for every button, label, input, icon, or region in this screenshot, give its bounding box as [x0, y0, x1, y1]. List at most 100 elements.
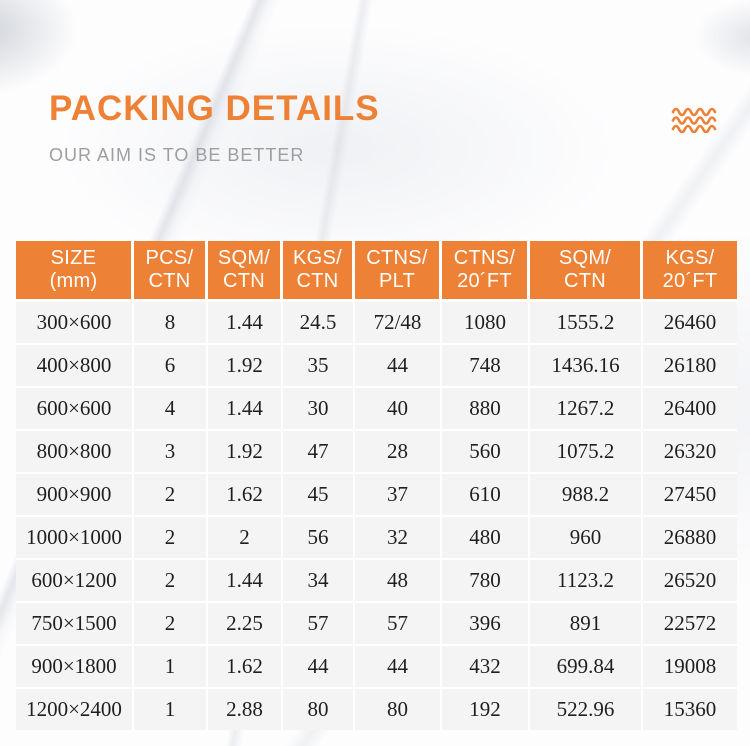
column-header-sqm-ctn: SQM/ CTN: [208, 241, 283, 302]
table-cell: 47: [283, 431, 355, 474]
waves-icon: [671, 107, 717, 135]
table-cell: 2.25: [208, 603, 283, 646]
table-cell: 1.44: [208, 560, 283, 603]
column-header-line: PLT: [378, 270, 416, 292]
table-row: 600×600 4 1.44 30 40 880 1267.2 26400: [16, 388, 737, 431]
table-cell: 900×900: [16, 474, 134, 517]
column-header-line: KGS/: [293, 247, 342, 269]
table-cell: 57: [283, 603, 355, 646]
table-cell: 2: [134, 560, 208, 603]
table-cell: 400×800: [16, 345, 134, 388]
table-cell: 26880: [643, 517, 737, 560]
table-cell: 880: [442, 388, 530, 431]
table-cell: 1.44: [208, 302, 283, 345]
column-header-ctns-plt: CTNS/ PLT: [355, 241, 442, 302]
table-row: 900×900 2 1.62 45 37 610 988.2 27450: [16, 474, 737, 517]
column-header-line: SIZE: [50, 247, 97, 269]
column-header-line: SQM/: [217, 247, 271, 269]
table-cell: 988.2: [530, 474, 643, 517]
column-header-line: PCS/: [145, 247, 194, 269]
table-cell: 15360: [643, 689, 737, 730]
table-cell: 45: [283, 474, 355, 517]
table-cell: 780: [442, 560, 530, 603]
table-cell: 28: [355, 431, 442, 474]
table-cell: 600×1200: [16, 560, 134, 603]
page-subtitle: OUR AIM IS TO BE BETTER: [49, 144, 305, 165]
table-cell: 699.84: [530, 646, 643, 689]
table-cell: 32: [355, 517, 442, 560]
table-cell: 4: [134, 388, 208, 431]
table-cell: 48: [355, 560, 442, 603]
table-row: 1000×1000 2 2 56 32 480 960 26880: [16, 517, 737, 560]
table-cell: 800×800: [16, 431, 134, 474]
table-row: 800×800 3 1.92 47 28 560 1075.2 26320: [16, 431, 737, 474]
table-row: 750×1500 2 2.25 57 57 396 891 22572: [16, 603, 737, 646]
table-cell: 56: [283, 517, 355, 560]
page-title: PACKING DETAILS: [49, 89, 380, 128]
table-cell: 1: [134, 689, 208, 730]
table-cell: 560: [442, 431, 530, 474]
table-cell: 2: [134, 474, 208, 517]
table-cell: 1.62: [208, 474, 283, 517]
table-cell: 1080: [442, 302, 530, 345]
table-row: 1200×2400 1 2.88 80 80 192 522.96 15360: [16, 689, 737, 730]
table-cell: 26320: [643, 431, 737, 474]
table-cell: 192: [442, 689, 530, 730]
table-cell: 2: [134, 517, 208, 560]
table-cell: 748: [442, 345, 530, 388]
column-header-line: CTN: [222, 270, 265, 292]
table-cell: 34: [283, 560, 355, 603]
table-cell: 1267.2: [530, 388, 643, 431]
table-cell: 1.44: [208, 388, 283, 431]
column-header-line: CTNS/: [366, 247, 428, 269]
column-header-line: SQM/: [558, 247, 612, 269]
table-cell: 900×1800: [16, 646, 134, 689]
table-row: 600×1200 2 1.44 34 48 780 1123.2 26520: [16, 560, 737, 603]
table-cell: 1.92: [208, 345, 283, 388]
column-header-line: KGS/: [665, 247, 715, 269]
column-header-size-mm: SIZE (mm): [16, 241, 134, 302]
table-cell: 3: [134, 431, 208, 474]
table-cell: 1200×2400: [16, 689, 134, 730]
table-cell: 2: [134, 603, 208, 646]
table-cell: 960: [530, 517, 643, 560]
table-cell: 22572: [643, 603, 737, 646]
column-header-line: CTN: [148, 270, 191, 292]
table-cell: 1123.2: [530, 560, 643, 603]
table-cell: 2: [208, 517, 283, 560]
table-cell: 1436.16: [530, 345, 643, 388]
table-cell: 44: [355, 345, 442, 388]
table-cell: 610: [442, 474, 530, 517]
table-cell: 750×1500: [16, 603, 134, 646]
table-cell: 891: [530, 603, 643, 646]
table-cell: 432: [442, 646, 530, 689]
table-cell: 37: [355, 474, 442, 517]
table-cell: 1075.2: [530, 431, 643, 474]
table-cell: 1.92: [208, 431, 283, 474]
table-cell: 480: [442, 517, 530, 560]
column-header-pcs-ctn: PCS/ CTN: [134, 241, 208, 302]
table-cell: 24.5: [283, 302, 355, 345]
table-body: 300×600 8 1.44 24.5 72/48 1080 1555.2 26460 400×…: [16, 302, 737, 730]
table-cell: 600×600: [16, 388, 134, 431]
table-cell: 26400: [643, 388, 737, 431]
table-cell: 1.62: [208, 646, 283, 689]
column-header-kgs-20ft: KGS/ 20´FT: [643, 241, 737, 302]
table-row: 900×1800 1 1.62 44 44 432 699.84 19008: [16, 646, 737, 689]
column-header-kgs-ctn: KGS/ CTN: [283, 241, 355, 302]
table-cell: 35: [283, 345, 355, 388]
table-cell: 1: [134, 646, 208, 689]
table-row: 400×800 6 1.92 35 44 748 1436.16 26180: [16, 345, 737, 388]
table-cell: 72/48: [355, 302, 442, 345]
table-cell: 44: [355, 646, 442, 689]
table-cell: 522.96: [530, 689, 643, 730]
table-cell: 26520: [643, 560, 737, 603]
table-cell: 26180: [643, 345, 737, 388]
table-cell: 27450: [643, 474, 737, 517]
column-header-sqm-ctn-2: SQM/ CTN: [530, 241, 643, 302]
column-header-line: CTN: [563, 270, 606, 292]
column-header-line: 20´FT: [662, 270, 718, 292]
column-header-line: CTN: [296, 270, 339, 292]
table-cell: 8: [134, 302, 208, 345]
column-header-line: 20´FT: [457, 270, 512, 292]
